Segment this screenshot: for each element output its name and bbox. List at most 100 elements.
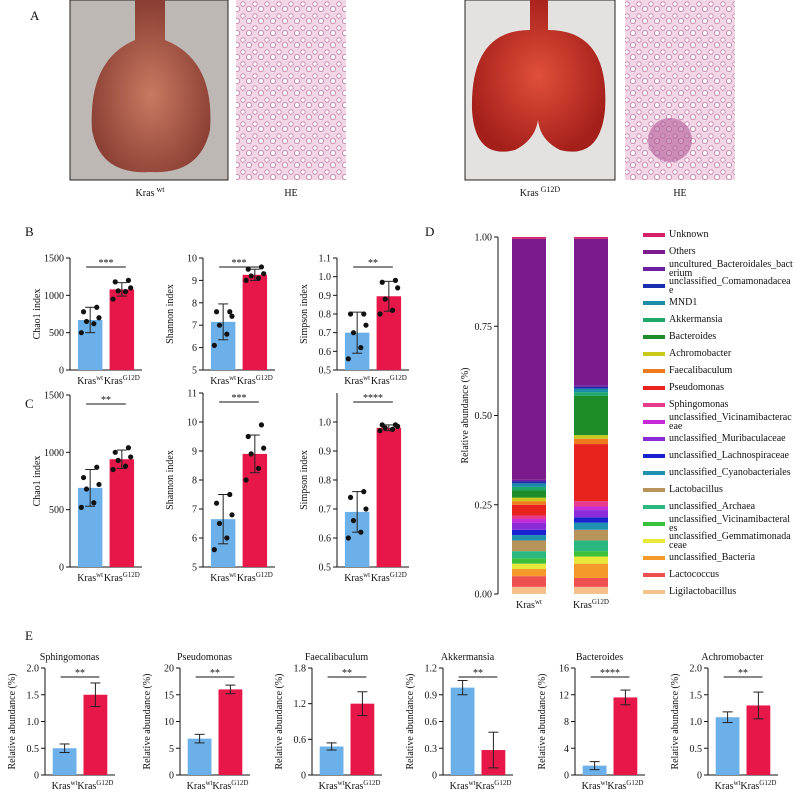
data-point	[243, 277, 249, 283]
bar-segment	[512, 576, 546, 587]
category-name: Kras	[212, 781, 231, 792]
category-sup: G12D	[123, 374, 140, 382]
data-point	[122, 289, 129, 295]
category-sup: G12D	[592, 598, 609, 606]
y-tick-label: 1.8	[294, 664, 307, 675]
legend-item: Faecalibaculum	[643, 362, 793, 379]
y-tick-label: 12	[559, 690, 569, 701]
bar	[613, 697, 638, 775]
he-wt	[236, 0, 346, 180]
x-tick-label: KrasG12D	[104, 571, 140, 584]
legend-swatch	[643, 436, 665, 441]
y-tick-label: 0.6	[425, 717, 438, 728]
data-point	[243, 477, 249, 483]
bar	[109, 459, 135, 567]
y-tick-label: 1.5	[27, 690, 40, 701]
legend-swatch	[643, 538, 665, 543]
bar-segment	[574, 540, 608, 552]
y-tick-label: 0.6	[294, 735, 307, 746]
y-tick-label: 0.5	[690, 744, 703, 755]
y-tick-label: 5	[192, 563, 197, 574]
error-bar	[218, 494, 229, 545]
legend-item: Akkermansia	[643, 311, 793, 328]
image-label: HE	[673, 188, 686, 199]
data-point	[227, 491, 233, 498]
data-point	[128, 285, 134, 291]
data-point	[227, 309, 233, 315]
y-axis-label: Simpson index	[299, 284, 310, 344]
category-sup: wt	[469, 779, 476, 787]
legend-item: uncultured_Bacteroidales_bacterium	[643, 259, 793, 278]
x-tick-label: Kraswt	[344, 374, 370, 387]
y-tick-label: 0	[301, 771, 306, 782]
legend-label: unclassified_Gemmatimonadaceae	[669, 530, 791, 551]
legend-label: Bacteroides	[669, 331, 717, 342]
legend-item: unclassified_Archaea	[643, 498, 793, 515]
legend-label: unclassified_Vicinamibacterales	[669, 513, 791, 534]
y-tick-label: 0.6	[319, 347, 332, 358]
error-bar	[194, 733, 205, 744]
data-point	[125, 277, 132, 283]
category-name: Kras	[582, 781, 601, 792]
category-name: Kras	[104, 376, 123, 387]
y-tick-label: 0	[59, 366, 64, 377]
x-tick-label: Kraswt	[210, 374, 236, 387]
legend-item: unclassified_Vicinamibacterales	[643, 513, 793, 534]
y-tick-label: 0.5	[319, 366, 332, 377]
category-name: Kras	[77, 781, 96, 792]
x-tick-label: Kraswt	[516, 598, 542, 611]
error-bar	[620, 689, 631, 706]
legend-swatch	[643, 351, 665, 356]
bar-segment	[574, 563, 608, 578]
panel-label: D	[425, 224, 434, 239]
data-point	[94, 464, 100, 470]
legend-swatch	[643, 555, 665, 560]
legend-swatch	[643, 521, 665, 526]
category-sup: G12D	[494, 779, 511, 787]
y-tick-label: 0.9	[319, 447, 332, 458]
x-tick-label: Kraswt	[187, 779, 213, 792]
data-point	[382, 296, 388, 302]
category-sup: G12D	[363, 779, 380, 787]
y-tick-label: 1.1	[319, 254, 332, 265]
x-tick-label: Kraswt	[319, 779, 345, 792]
data-point	[350, 518, 357, 524]
category-sup: G12D	[390, 374, 407, 382]
category-name: Kras	[607, 781, 626, 792]
significance: ****	[600, 668, 620, 679]
x-tick-label: KrasG12D	[371, 374, 407, 387]
error-bar	[357, 691, 368, 717]
bar-segment	[574, 522, 608, 530]
y-tick-label: 0.5	[27, 744, 40, 755]
bar-segment	[512, 490, 546, 498]
y-tick-label: 0.7	[319, 328, 332, 339]
category-sup: G12D	[96, 779, 113, 787]
chart-title: Faecalibaculum	[305, 652, 369, 663]
category-sup: wt	[206, 779, 213, 787]
bar-segment	[574, 438, 608, 445]
data-point	[128, 454, 134, 460]
y-tick-label: 11	[187, 389, 197, 400]
data-point	[392, 277, 399, 283]
legend-label: Unknown	[669, 229, 709, 240]
y-tick-label: 9	[192, 276, 197, 287]
bar-segment	[574, 510, 608, 518]
category-sup: G12D	[123, 571, 140, 579]
y-tick-label: 0.6	[319, 534, 332, 545]
data-point	[78, 504, 84, 510]
bar-segment	[512, 558, 546, 564]
y-tick-label: 0.9	[319, 291, 332, 302]
data-point	[363, 322, 369, 328]
y-tick-label: 0.5	[319, 563, 332, 574]
y-tick-label: 8	[564, 717, 569, 728]
x-tick-label: Kraswt	[582, 779, 608, 792]
data-point	[248, 273, 254, 279]
data-point	[110, 296, 116, 302]
error-bar	[90, 682, 101, 708]
bar-segment	[574, 501, 608, 507]
legend-item: Bacteroides	[643, 328, 793, 345]
legend-label: unclassified_Comamonadaceae	[669, 275, 791, 296]
legend-swatch	[643, 453, 665, 458]
